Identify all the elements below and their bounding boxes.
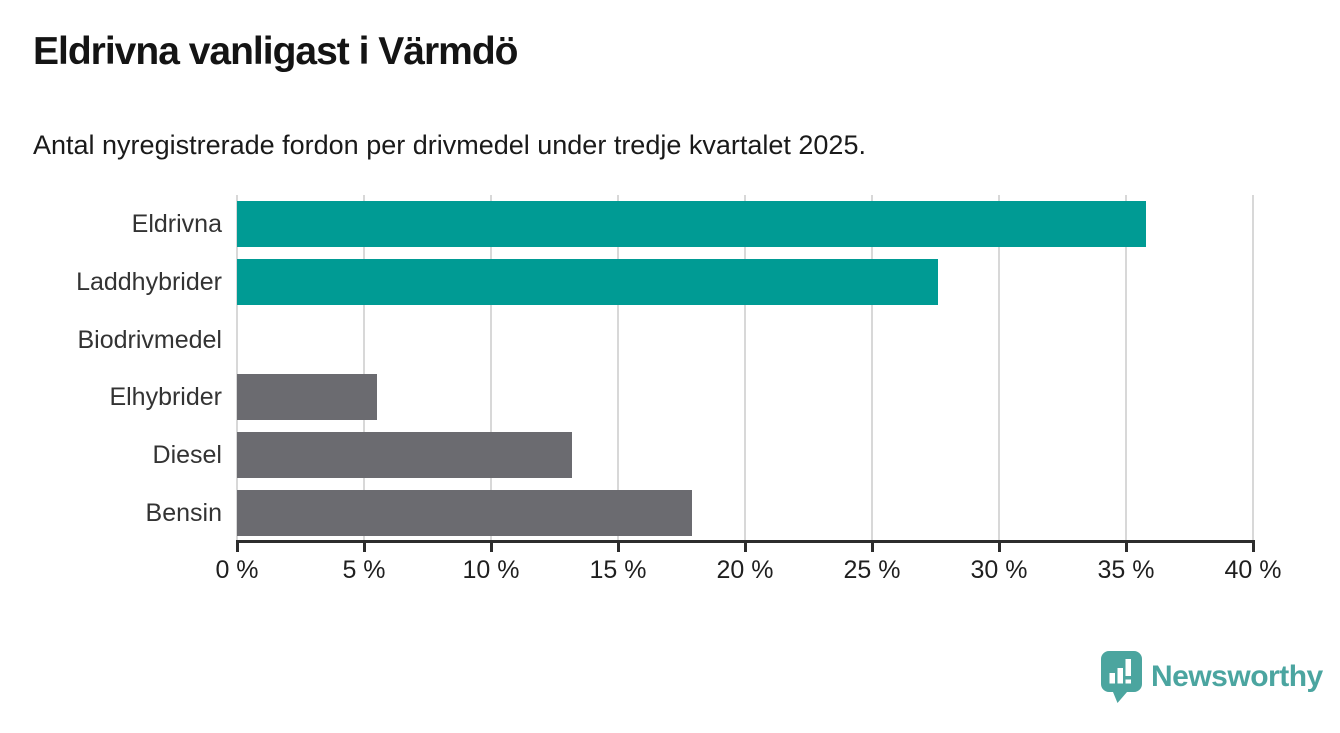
chart-title: Eldrivna vanligast i Värmdö <box>33 30 518 73</box>
category-label: Elhybrider <box>109 383 222 412</box>
x-axis-tick <box>998 543 1001 552</box>
x-axis-tick-label: 40 % <box>1224 556 1282 584</box>
x-axis-tick-label: 25 % <box>843 556 901 584</box>
newsworthy-logo-icon <box>1101 651 1142 703</box>
gridline <box>1252 195 1254 540</box>
bar-elhybrider <box>237 374 377 421</box>
category-label: Eldrivna <box>131 209 222 238</box>
x-axis-tick <box>744 543 747 552</box>
gridline <box>998 195 1000 540</box>
x-axis-tick <box>490 543 493 552</box>
x-axis-tick-label: 5 % <box>342 556 386 584</box>
gridline <box>363 195 365 540</box>
gridline <box>490 195 492 540</box>
newsworthy-logo-text: Newsworthy <box>1151 660 1323 693</box>
x-axis-tick-label: 20 % <box>716 556 774 584</box>
x-axis-tick <box>363 543 366 552</box>
x-axis-tick <box>1125 543 1128 552</box>
gridline <box>744 195 746 540</box>
x-axis-tick <box>871 543 874 552</box>
bar-eldrivna <box>237 200 1147 247</box>
chart-subtitle: Antal nyregistrerade fordon per drivmede… <box>33 130 866 160</box>
x-axis-tick <box>1252 543 1255 552</box>
gridline <box>871 195 873 540</box>
x-axis-tick-label: 30 % <box>970 556 1028 584</box>
category-label: Biodrivmedel <box>77 325 222 354</box>
x-axis-tick-label: 0 % <box>215 556 259 584</box>
bar-bensin <box>237 490 692 537</box>
category-label: Bensin <box>145 499 222 528</box>
bar-diesel <box>237 432 573 479</box>
category-label: Diesel <box>152 441 222 470</box>
newsworthy-brand-link[interactable]: Newsworthy <box>1101 651 1323 703</box>
gridline <box>617 195 619 540</box>
x-axis-tick-label: 10 % <box>462 556 520 584</box>
x-axis-line <box>236 540 1255 543</box>
gridline <box>1125 195 1127 540</box>
category-label: Laddhybrider <box>76 267 222 296</box>
x-axis-tick-label: 35 % <box>1097 556 1155 584</box>
x-axis-tick-label: 15 % <box>589 556 647 584</box>
x-axis-tick <box>236 543 239 552</box>
gridline <box>236 195 238 540</box>
x-axis-tick <box>617 543 620 552</box>
bar-laddhybrider <box>237 258 939 305</box>
